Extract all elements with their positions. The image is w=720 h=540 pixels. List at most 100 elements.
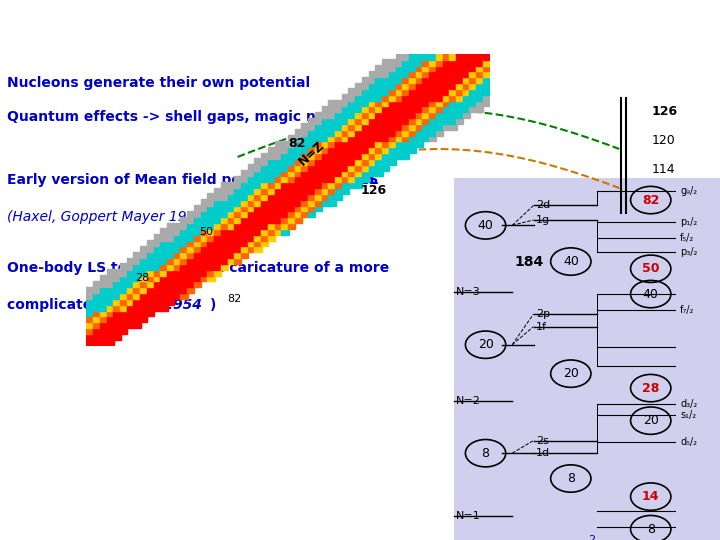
- Bar: [181, 264, 188, 270]
- Bar: [282, 199, 289, 206]
- Bar: [429, 71, 436, 77]
- Bar: [322, 153, 329, 159]
- Bar: [147, 252, 154, 258]
- Bar: [234, 246, 241, 252]
- Text: 2d: 2d: [536, 200, 550, 211]
- Bar: [288, 170, 295, 177]
- Bar: [161, 269, 168, 275]
- Bar: [261, 158, 269, 165]
- Bar: [201, 269, 208, 275]
- Bar: [268, 234, 275, 241]
- Bar: [268, 182, 275, 188]
- Bar: [362, 141, 369, 147]
- Bar: [234, 182, 241, 188]
- Bar: [443, 118, 450, 124]
- Bar: [382, 71, 390, 77]
- Bar: [207, 193, 215, 200]
- Bar: [362, 100, 369, 106]
- Bar: [201, 234, 208, 241]
- Bar: [463, 112, 470, 118]
- Bar: [261, 164, 269, 171]
- Bar: [415, 94, 423, 100]
- Bar: [375, 118, 382, 124]
- Bar: [409, 65, 416, 71]
- Bar: [315, 129, 322, 136]
- Bar: [362, 170, 369, 177]
- Bar: [355, 141, 362, 147]
- Text: + LS: + LS: [338, 173, 379, 187]
- Bar: [113, 322, 120, 328]
- Bar: [308, 187, 315, 194]
- Bar: [342, 129, 349, 136]
- Bar: [342, 124, 349, 130]
- Bar: [476, 65, 483, 71]
- Bar: [469, 77, 477, 83]
- Bar: [395, 77, 402, 83]
- Bar: [254, 199, 261, 206]
- Bar: [415, 135, 423, 141]
- Text: 1f: 1f: [536, 322, 547, 332]
- Bar: [429, 83, 436, 89]
- Bar: [288, 217, 295, 223]
- Bar: [241, 228, 248, 235]
- Bar: [194, 222, 201, 229]
- Bar: [228, 240, 235, 246]
- Bar: [308, 170, 315, 177]
- Bar: [288, 205, 295, 212]
- Bar: [147, 264, 154, 270]
- Bar: [113, 281, 120, 287]
- Bar: [389, 129, 396, 136]
- Bar: [201, 228, 208, 235]
- Bar: [120, 322, 127, 328]
- Bar: [221, 234, 228, 241]
- Text: Basic features of the atomic nucleus: Basic features of the atomic nucleus: [102, 14, 618, 38]
- Bar: [174, 264, 181, 270]
- Bar: [107, 328, 114, 334]
- Bar: [234, 187, 241, 194]
- Bar: [348, 135, 356, 141]
- Bar: [261, 176, 269, 183]
- Bar: [342, 164, 349, 171]
- Bar: [140, 252, 148, 258]
- Bar: [355, 176, 362, 183]
- Bar: [268, 199, 275, 206]
- Bar: [429, 53, 436, 60]
- Bar: [369, 118, 376, 124]
- Bar: [140, 299, 148, 305]
- Bar: [362, 153, 369, 159]
- Bar: [335, 129, 342, 136]
- Bar: [369, 89, 376, 95]
- Bar: [127, 322, 134, 328]
- Bar: [389, 158, 396, 165]
- Bar: [362, 77, 369, 83]
- Bar: [342, 112, 349, 118]
- Bar: [402, 53, 410, 60]
- Bar: [382, 135, 390, 141]
- Bar: [443, 77, 450, 83]
- Bar: [248, 164, 255, 171]
- Bar: [167, 281, 174, 287]
- Bar: [476, 71, 483, 77]
- Bar: [436, 118, 443, 124]
- Bar: [133, 269, 140, 275]
- Bar: [181, 275, 188, 281]
- Bar: [436, 53, 443, 60]
- Bar: [187, 264, 194, 270]
- Bar: [456, 112, 463, 118]
- Bar: [86, 322, 94, 328]
- Bar: [382, 124, 390, 130]
- Bar: [409, 89, 416, 95]
- Bar: [382, 59, 390, 66]
- Bar: [127, 275, 134, 281]
- Bar: [147, 240, 154, 246]
- Bar: [456, 77, 463, 83]
- Bar: [308, 129, 315, 136]
- Bar: [308, 193, 315, 200]
- Bar: [194, 234, 201, 241]
- Bar: [100, 287, 107, 293]
- Bar: [120, 328, 127, 334]
- Text: 1d: 1d: [536, 448, 550, 458]
- Bar: [167, 246, 174, 252]
- Bar: [261, 199, 269, 206]
- Bar: [153, 258, 161, 264]
